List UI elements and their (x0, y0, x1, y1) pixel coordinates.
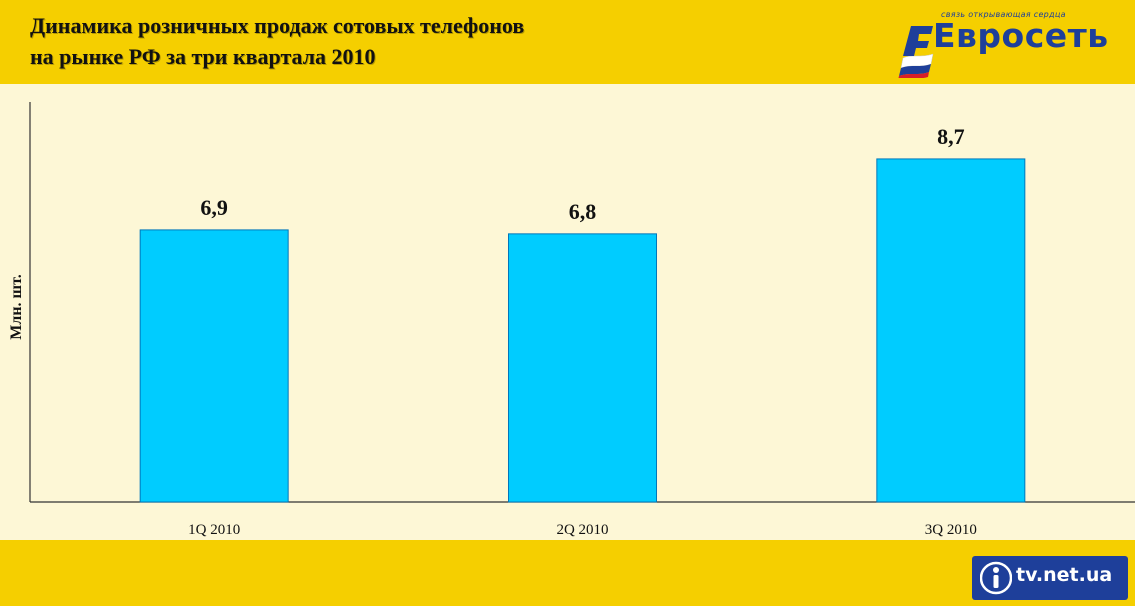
watermark-logo-icon (980, 561, 1012, 595)
x-tick-label-2: 2Q 2010 (556, 522, 608, 538)
logo-wordmark: Евросеть (933, 16, 1109, 55)
y-axis-label: Млн. шт. (8, 274, 25, 340)
data-label-1: 6,9 (200, 195, 228, 220)
header-banner: Динамика розничных продаж сотовых телефо… (0, 0, 1135, 84)
bar-3 (876, 158, 1026, 503)
evroset-logo: связь открывающая сердца Евросеть (893, 6, 1118, 82)
data-label-3: 8,7 (937, 124, 965, 149)
tv-net-ua-watermark: tv.net.ua (972, 556, 1128, 600)
footer-banner (0, 540, 1135, 606)
x-tick-label-3: 3Q 2010 (925, 522, 977, 538)
x-tick-label-1: 1Q 2010 (188, 522, 240, 538)
watermark-text: tv.net.ua (1016, 564, 1113, 586)
russian-flag-icon (898, 26, 934, 78)
page-title: Динамика розничных продаж сотовых телефо… (30, 10, 524, 72)
title-line-2: на рынке РФ за три квартала 2010 (30, 44, 376, 69)
data-label-2: 6,8 (569, 199, 597, 224)
title-line-1: Динамика розничных продаж сотовых телефо… (30, 13, 525, 38)
bar-1 (139, 229, 289, 503)
bar-2 (508, 233, 657, 503)
logo-tagline: связь открывающая сердца (941, 10, 1066, 19)
